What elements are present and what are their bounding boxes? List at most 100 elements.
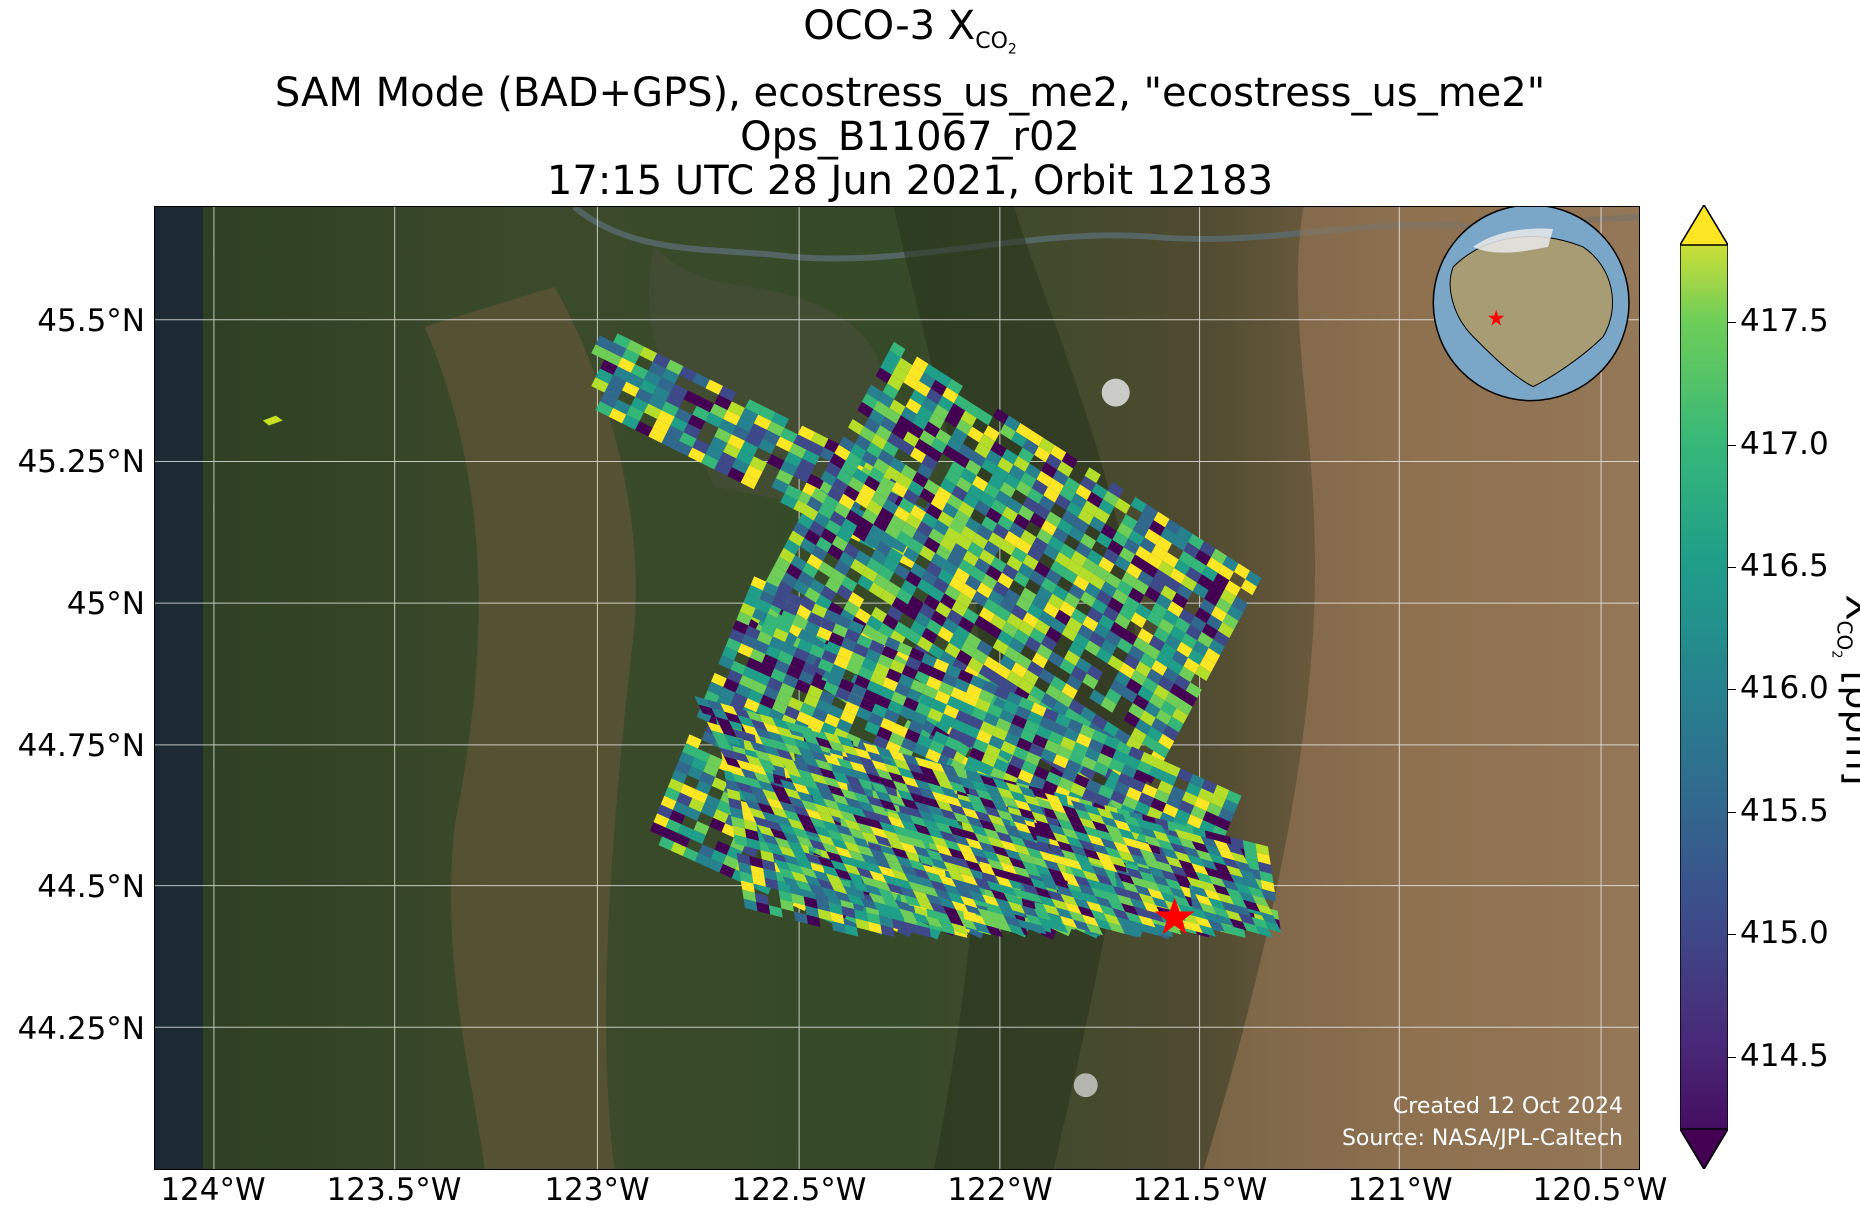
sounding-cell: [1130, 554, 1147, 571]
sounding-cell: [1052, 469, 1069, 486]
sounding-cell: [1011, 714, 1028, 729]
sounding-cell: [916, 734, 933, 749]
sounding-cell: [779, 547, 796, 564]
sounding-cell: [1135, 603, 1152, 620]
sounding-cell: [736, 781, 754, 794]
sounding-cell: [816, 626, 833, 641]
sounding-cell: [714, 840, 731, 856]
sounding-cell: [1009, 812, 1027, 826]
sounding-cell: [834, 868, 852, 881]
sounding-cell: [727, 401, 746, 417]
sounding-cell: [1077, 905, 1095, 919]
sounding-cell: [733, 706, 751, 719]
sounding-cell: [731, 458, 750, 474]
sounding-cell: [953, 509, 970, 526]
sounding-cell: [960, 525, 977, 542]
sounding-cell: [891, 869, 909, 882]
sounding-cell: [778, 889, 793, 903]
sounding-cell: [988, 735, 1005, 750]
sounding-cell: [896, 833, 914, 846]
sounding-cell: [916, 898, 934, 911]
sounding-cell: [1199, 656, 1216, 673]
sounding-cell: [1139, 848, 1157, 862]
sounding-cell: [635, 388, 653, 404]
sounding-cell: [1112, 908, 1130, 921]
sounding-cell: [1096, 647, 1113, 664]
sounding-cell: [868, 712, 884, 727]
sounding-cell: [938, 875, 957, 888]
sounding-cell: [1020, 728, 1036, 744]
sounding-cell: [1045, 453, 1062, 470]
sounding-cell: [988, 792, 1006, 805]
sounding-cell: [871, 759, 889, 773]
sounding-cell: [895, 899, 913, 913]
sounding-cell: [1027, 430, 1044, 447]
lon-label: 121°W: [1347, 1172, 1453, 1208]
sounding-cell: [716, 800, 733, 815]
sounding-cell: [751, 608, 768, 623]
sounding-cell: [692, 438, 710, 455]
sounding-cell: [1070, 493, 1087, 509]
sounding-cell: [974, 500, 991, 517]
sounding-cell: [852, 468, 869, 485]
sounding-cell: [1022, 838, 1040, 851]
sounding-cell: [1018, 447, 1035, 464]
sounding-cell: [934, 690, 951, 705]
sounding-cell: [990, 441, 1007, 458]
sounding-cell: [1107, 655, 1124, 672]
sounding-cell: [778, 867, 796, 880]
sounding-cell: [1108, 758, 1125, 773]
sounding-cell: [1217, 622, 1234, 639]
sounding-cell: [992, 408, 1009, 425]
sounding-cell: [735, 683, 752, 699]
sounding-cell: [643, 403, 662, 419]
sounding-cell: [904, 828, 923, 841]
sounding-cell: [871, 606, 888, 623]
sounding-cell: [889, 399, 906, 416]
sounding-cell: [923, 479, 940, 496]
sounding-cell: [1042, 780, 1058, 795]
sounding-cell: [1125, 736, 1143, 753]
sounding-cell: [1157, 780, 1174, 795]
sounding-cell: [1199, 819, 1215, 835]
sounding-cell: [1056, 885, 1074, 898]
sounding-cell: [1082, 892, 1100, 905]
sounding-cell: [856, 844, 875, 858]
sounding-cell: [762, 429, 781, 446]
sounding-cell: [816, 899, 831, 912]
sounding-cell: [870, 671, 887, 687]
sounding-cell: [948, 727, 965, 742]
sounding-cell: [1198, 924, 1217, 937]
sounding-cell: [820, 470, 837, 487]
sounding-cell: [841, 744, 859, 757]
sounding-cell: [1218, 807, 1235, 823]
sounding-cell: [683, 390, 702, 406]
sounding-cell: [809, 816, 827, 830]
sounding-cell: [1054, 609, 1071, 626]
sounding-cell: [978, 549, 996, 566]
sounding-cell: [1013, 629, 1030, 646]
sounding-cell: [1185, 566, 1202, 583]
sounding-cell: [687, 414, 706, 430]
sounding-cell: [667, 778, 684, 793]
sounding-cell: [880, 416, 897, 433]
sounding-cell: [900, 406, 917, 423]
sounding-cell: [835, 824, 853, 837]
sounding-cell: [926, 561, 943, 578]
sounding-cell: [725, 637, 742, 652]
sounding-cell: [1051, 876, 1070, 889]
sounding-cell: [977, 907, 995, 921]
sounding-cell: [1226, 865, 1244, 878]
sounding-cell: [1136, 760, 1153, 775]
sounding-cell: [914, 438, 931, 455]
sounding-cell: [951, 543, 968, 560]
sounding-cell: [1073, 897, 1091, 910]
sounding-cell: [1018, 505, 1035, 522]
sounding-cell: [1066, 674, 1083, 691]
sounding-cell: [992, 726, 1008, 741]
sounding-cell: [1043, 859, 1061, 872]
sounding-cell: [838, 436, 855, 453]
sounding-cell: [858, 666, 874, 681]
sounding-cell: [766, 421, 785, 437]
sounding-cell: [961, 829, 979, 842]
